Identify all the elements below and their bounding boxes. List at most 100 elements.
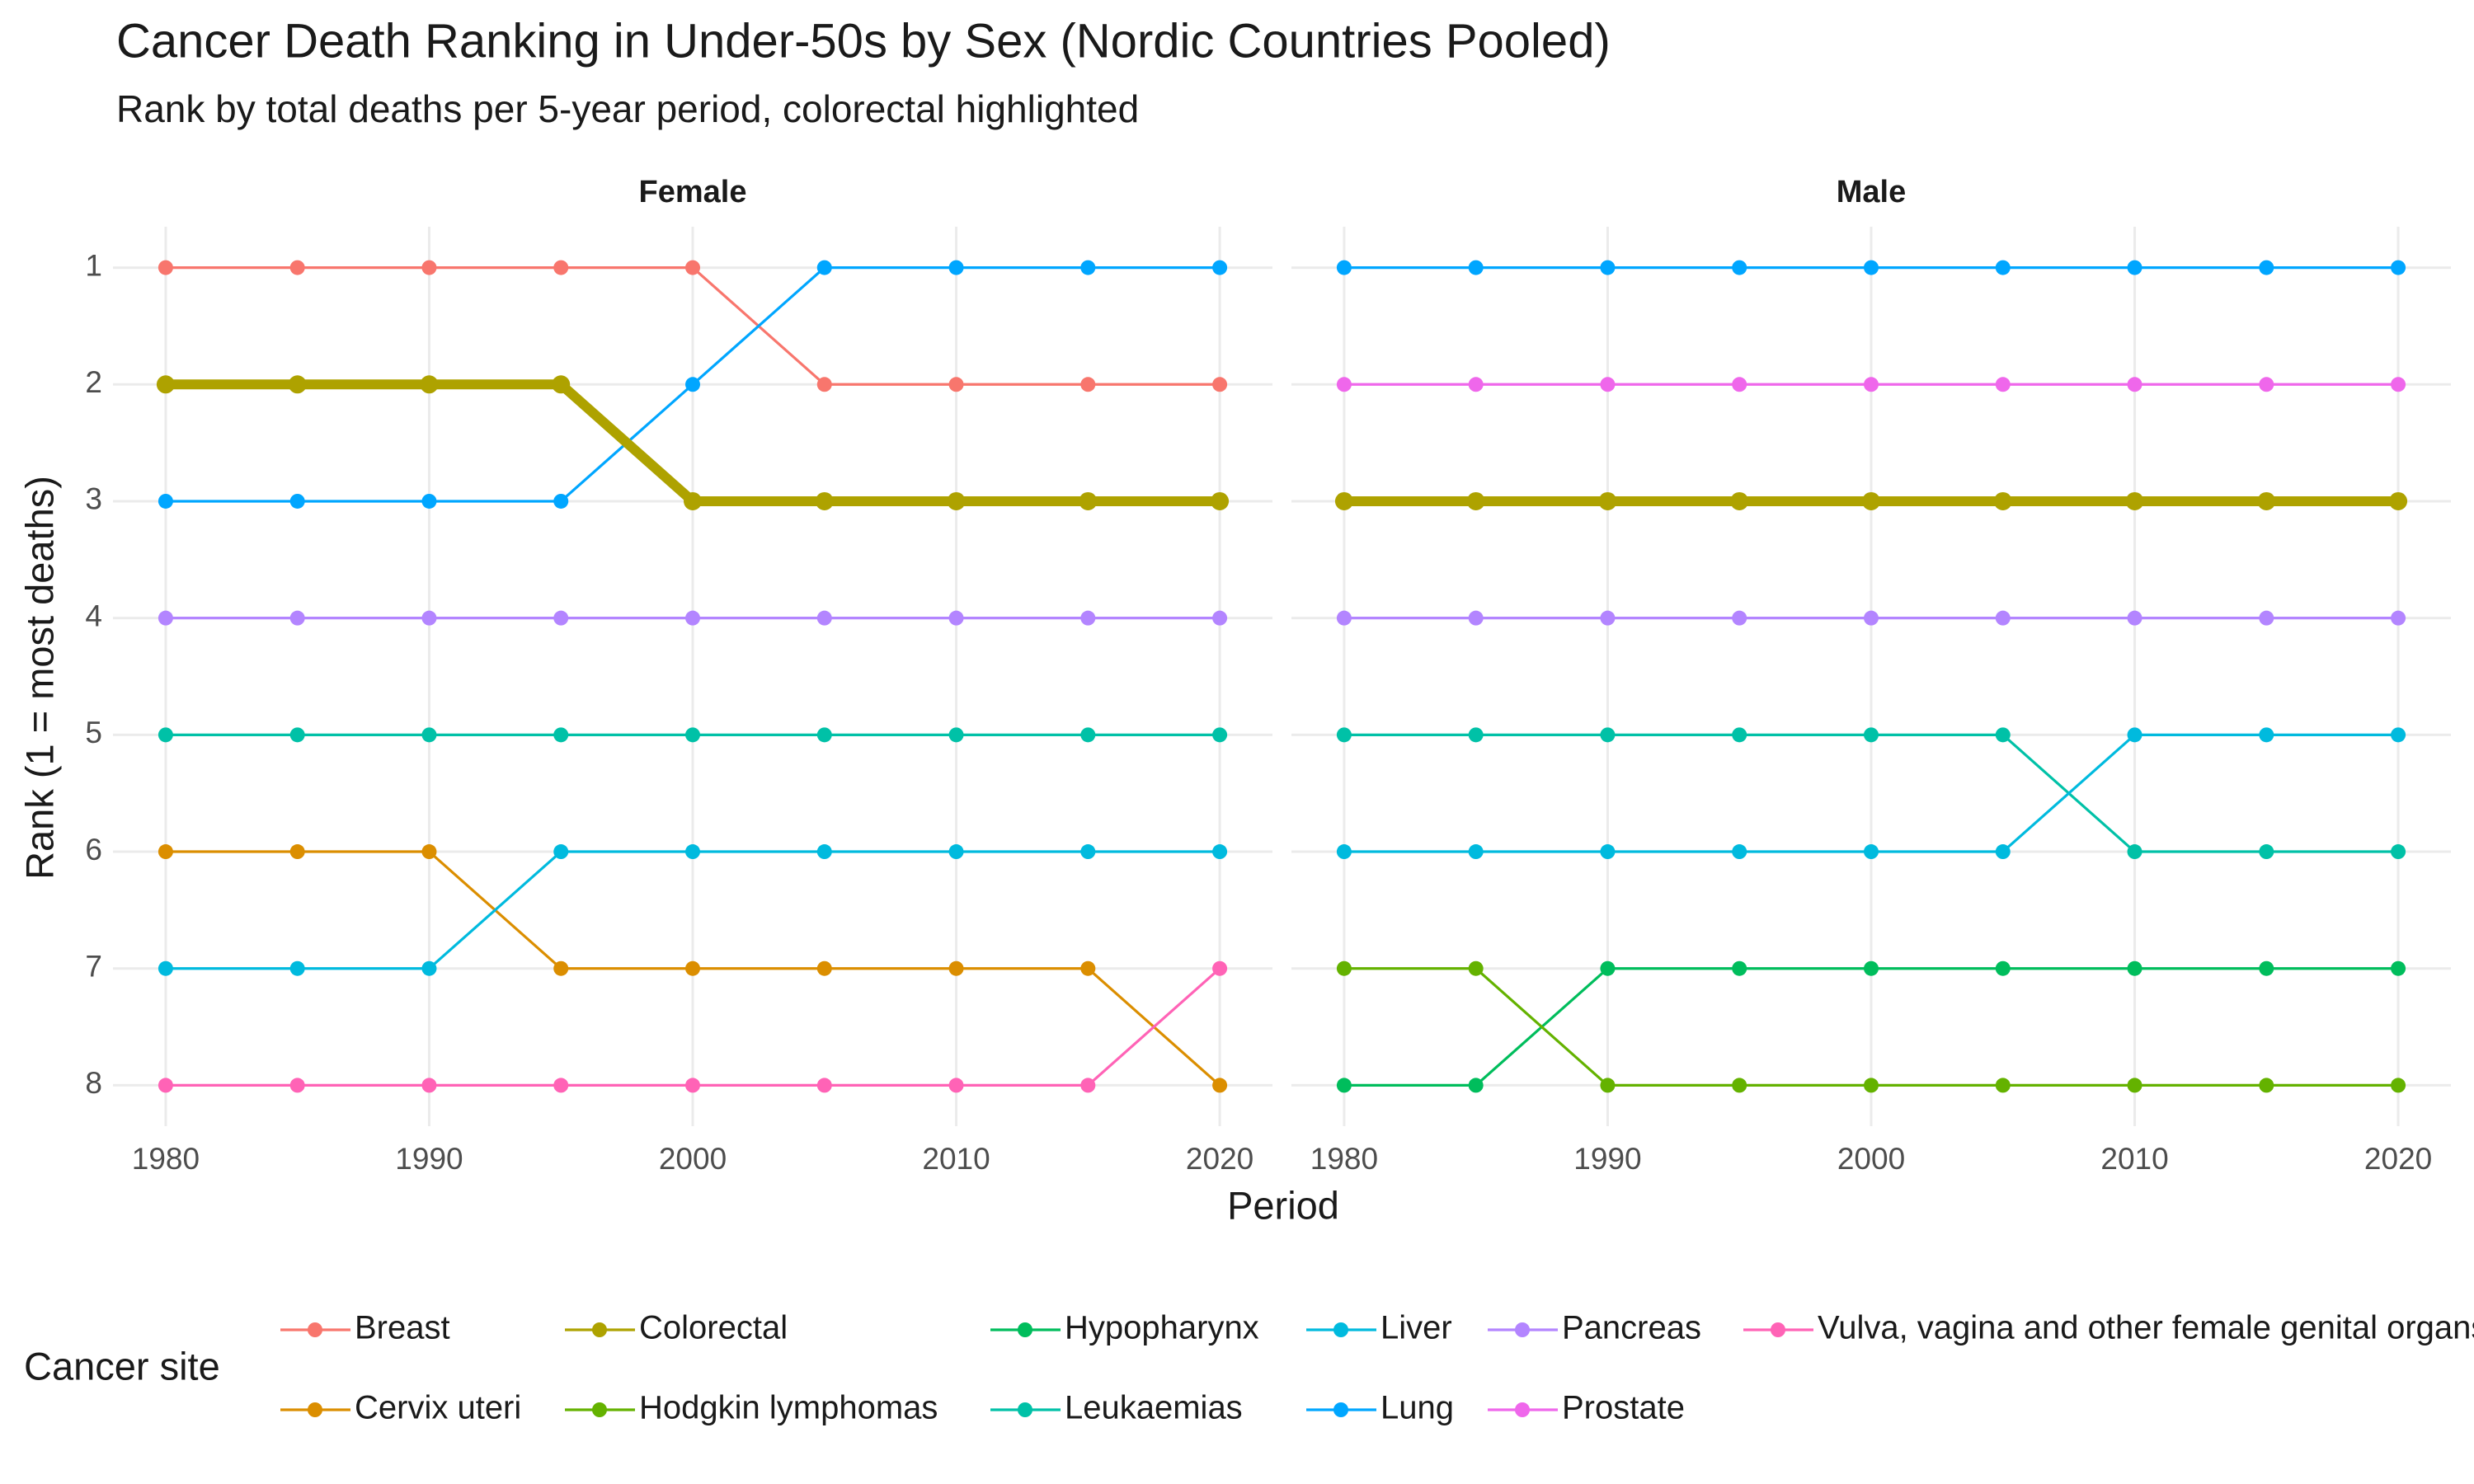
point — [289, 960, 305, 976]
point — [158, 960, 173, 976]
chart-title: Cancer Death Ranking in Under-50s by Sex… — [116, 14, 1611, 68]
point — [1732, 260, 1747, 275]
data-layer — [156, 260, 2408, 1093]
point — [158, 1078, 173, 1093]
series — [158, 727, 1228, 743]
point — [1600, 844, 1616, 860]
point — [1336, 727, 1352, 743]
point — [289, 1078, 305, 1093]
point — [1080, 844, 1096, 860]
point — [1080, 727, 1096, 743]
point — [948, 727, 964, 743]
point — [1468, 1078, 1484, 1093]
series — [1336, 377, 2406, 392]
point — [158, 260, 173, 275]
series — [158, 260, 1228, 392]
point — [289, 610, 305, 626]
x-tick-label: 2000 — [659, 1142, 727, 1176]
point — [948, 844, 964, 860]
point — [685, 1078, 700, 1093]
point — [1864, 960, 1879, 976]
point — [2391, 960, 2406, 976]
point — [1336, 1078, 1352, 1093]
point — [1336, 260, 1352, 275]
point — [2259, 377, 2274, 392]
point — [948, 1078, 964, 1093]
legend-key-point — [1333, 1322, 1348, 1337]
point — [1212, 960, 1228, 976]
point — [2127, 610, 2142, 626]
point — [948, 377, 964, 392]
point — [816, 727, 832, 743]
point — [1598, 491, 1617, 510]
point — [685, 377, 700, 392]
point — [1864, 377, 1879, 392]
point — [1468, 727, 1484, 743]
point — [420, 375, 439, 394]
point — [1212, 1078, 1228, 1093]
point — [816, 1078, 832, 1093]
legend-item: Colorectal — [565, 1310, 788, 1346]
point — [289, 260, 305, 275]
y-tick-label: 8 — [85, 1066, 102, 1100]
legend-item: Lung — [1306, 1390, 1454, 1426]
point — [1600, 727, 1616, 743]
legend-key-point — [1515, 1322, 1530, 1337]
point — [816, 844, 832, 860]
y-tick-label: 2 — [85, 365, 102, 399]
point — [2127, 260, 2142, 275]
point — [2391, 260, 2406, 275]
point — [947, 491, 966, 510]
point — [685, 727, 700, 743]
series — [1336, 727, 2406, 860]
legend-item: Breast — [280, 1310, 450, 1346]
legend-label: Leukaemias — [1065, 1390, 1243, 1426]
point — [685, 844, 700, 860]
legend-label: Cervix uteri — [355, 1390, 521, 1426]
point — [553, 260, 569, 275]
point — [2259, 727, 2274, 743]
point — [1212, 844, 1228, 860]
point — [1468, 844, 1484, 860]
point — [2257, 491, 2276, 510]
series — [158, 260, 1228, 509]
point — [553, 727, 569, 743]
y-tick-label: 1 — [85, 248, 102, 282]
point — [1995, 377, 2011, 392]
series — [1334, 491, 2408, 510]
y-tick-label: 7 — [85, 950, 102, 984]
point — [1468, 610, 1484, 626]
point — [816, 377, 832, 392]
series — [1336, 960, 2406, 1093]
point — [1995, 844, 2011, 860]
point — [553, 610, 569, 626]
point — [1080, 610, 1096, 626]
series — [1336, 260, 2406, 275]
point — [2391, 610, 2406, 626]
point — [2391, 1078, 2406, 1093]
point — [1080, 1078, 1096, 1093]
legend-label: Hodgkin lymphomas — [639, 1390, 938, 1426]
point — [1995, 260, 2011, 275]
series — [1336, 610, 2406, 626]
y-tick-label: 5 — [85, 716, 102, 749]
point — [1211, 491, 1230, 510]
point — [2259, 960, 2274, 976]
point — [289, 844, 305, 860]
point — [1864, 610, 1879, 626]
legend-key-point — [1515, 1402, 1530, 1417]
series — [158, 610, 1228, 626]
series — [1336, 727, 2406, 860]
point — [158, 727, 173, 743]
legend-key-point — [592, 1402, 607, 1417]
point — [1336, 377, 1352, 392]
point — [1995, 1078, 2011, 1093]
point — [158, 610, 173, 626]
point — [2127, 727, 2142, 743]
point — [948, 610, 964, 626]
point — [421, 727, 437, 743]
point — [288, 375, 307, 394]
point — [1730, 491, 1749, 510]
point — [1732, 610, 1747, 626]
